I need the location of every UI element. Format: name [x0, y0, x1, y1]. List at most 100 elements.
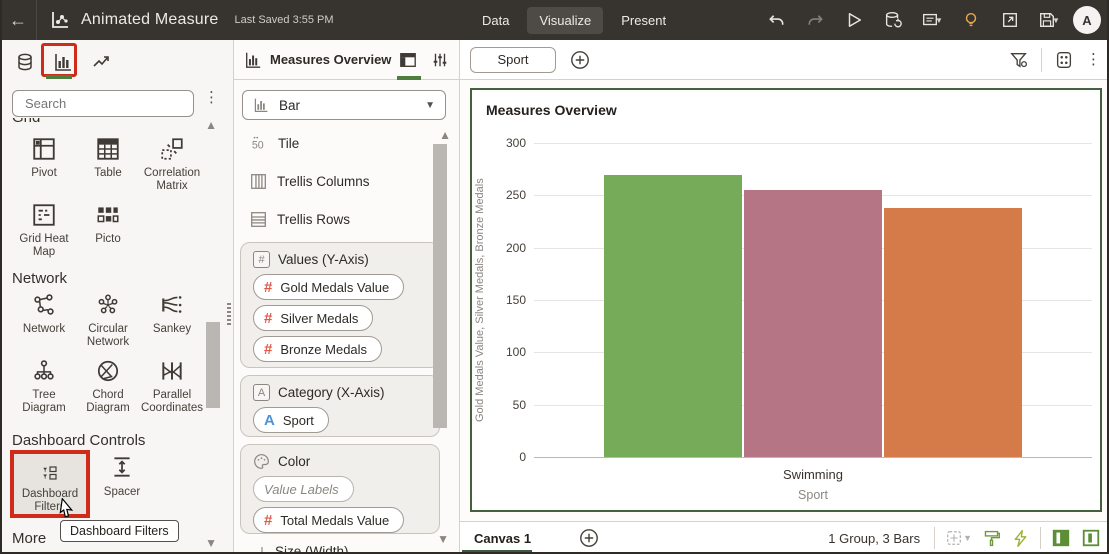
hash-icon: # — [264, 278, 273, 296]
tab-present[interactable]: Present — [621, 12, 667, 28]
grammar-drop-tile[interactable]: 50 Tile — [251, 135, 300, 152]
limit-values-filter-icon[interactable] — [1009, 50, 1029, 70]
measure-chip-bronze[interactable]: # Bronze Medals — [253, 336, 383, 362]
redo-icon[interactable] — [800, 7, 830, 33]
color-placeholder-chip[interactable]: Value Labels — [253, 476, 354, 502]
viz-type-picto[interactable]: Picto — [76, 202, 140, 259]
grammar-panel: Measures Overview Bar ▼ ▲ 50 Tile Trelli… — [234, 40, 460, 552]
bar-chart-visualization[interactable]: Measures Overview Gold Medals Value, Sil… — [470, 88, 1102, 512]
data-panel-icon[interactable] — [10, 47, 40, 77]
tree-diagram-icon — [34, 360, 54, 380]
user-avatar[interactable]: A — [1073, 6, 1101, 34]
panel-resize-grip[interactable] — [227, 303, 231, 327]
layout-toggle-left-icon[interactable] — [1051, 528, 1071, 548]
correlation-matrix-icon — [161, 138, 183, 160]
divider — [36, 0, 37, 40]
mouse-cursor — [59, 498, 74, 518]
undo-icon[interactable] — [761, 7, 791, 33]
active-grammar-tab-underline — [397, 76, 421, 80]
layout-toggle-center-icon[interactable] — [1081, 528, 1101, 548]
add-canvas-icon[interactable] — [579, 528, 599, 548]
save-icon[interactable]: ▼ — [1034, 7, 1064, 33]
parallel-coordinates-icon — [162, 362, 182, 380]
grammar-tab-icon[interactable] — [397, 49, 419, 71]
back-icon[interactable]: ← — [9, 9, 27, 30]
attribute-box-icon: A — [253, 384, 270, 401]
size-icon — [261, 547, 263, 552]
refresh-data-icon[interactable] — [878, 7, 908, 33]
viz-type-pivot[interactable]: Pivot — [12, 136, 76, 193]
comments-icon[interactable]: ▼ — [917, 7, 947, 33]
paint-roller-icon[interactable] — [982, 529, 1001, 548]
canvas-bottom-bar: Canvas 1 1 Group, 3 Bars ▼ — [460, 521, 1107, 552]
insights-bulb-icon[interactable] — [956, 7, 986, 33]
attribute-chip-sport[interactable]: A Sport — [253, 407, 329, 433]
measure-chip-total-medals[interactable]: # Total Medals Value — [253, 507, 405, 533]
grammar-drop-trellis-rows[interactable]: Trellis Rows — [250, 211, 350, 228]
viz-type-spacer[interactable]: Spacer — [90, 454, 154, 499]
y-axis-tick: 0 — [519, 450, 526, 464]
bar-silver-medals[interactable] — [744, 190, 882, 457]
analytics-panel-icon[interactable] — [86, 47, 116, 77]
lightning-icon[interactable] — [1011, 529, 1030, 548]
preview-play-icon[interactable] — [839, 7, 869, 33]
viz-bar-icon — [246, 52, 261, 68]
export-window-icon[interactable] — [995, 7, 1025, 33]
canvas-menu-icon[interactable]: ⋮ — [1086, 51, 1101, 68]
layout-grid-icon[interactable]: ▼ — [945, 529, 972, 547]
bar-bronze-medals[interactable] — [884, 207, 1022, 457]
measure-chip-silver[interactable]: # Silver Medals — [253, 305, 374, 331]
scroll-down-icon[interactable]: ▼ — [205, 536, 217, 550]
tab-visualize[interactable]: Visualize — [527, 6, 604, 34]
filter-chip-sport[interactable]: Sport — [470, 46, 556, 73]
network-icon — [34, 294, 54, 315]
search-input[interactable] — [12, 90, 194, 117]
grammar-drop-trellis-columns[interactable]: Trellis Columns — [250, 173, 370, 190]
viz-type-tree-diagram[interactable]: Tree Diagram — [12, 358, 76, 415]
section-heading-grid: Grid — [12, 118, 92, 126]
y-axis-tick: 50 — [512, 397, 526, 412]
viz-type-grid-heat-map[interactable]: Grid Heat Map — [12, 202, 76, 259]
y-axis-label: Gold Medals Value, Silver Medals, Bronze… — [474, 178, 486, 422]
scroll-up-icon[interactable]: ▲ — [439, 128, 451, 142]
top-bar: ← Animated Measure Last Saved 3:55 PM Da… — [2, 0, 1107, 40]
chart-type-dropdown[interactable]: Bar ▼ — [242, 90, 446, 120]
tab-data[interactable]: Data — [482, 12, 510, 28]
viz-type-correlation-matrix[interactable]: Correlation Matrix — [140, 136, 204, 193]
sidebar-scrollbar-thumb[interactable] — [206, 322, 220, 408]
category-x-axis-group: A Category (X-Axis) A Sport — [240, 375, 440, 437]
active-canvas-underline — [462, 550, 532, 552]
settings-tab-icon[interactable] — [429, 49, 451, 71]
viz-type-dashboard-filters[interactable]: Dashboard Filters — [10, 450, 90, 518]
canvas-area: Sport ⋮ Measures Overview Gold Medals Va… — [460, 40, 1107, 552]
viz-type-sankey[interactable]: Sankey — [140, 292, 204, 349]
collapse-section-icon[interactable]: ▲ — [205, 118, 217, 132]
picto-icon — [97, 207, 119, 223]
chart-status-text: 1 Group, 3 Bars — [828, 530, 921, 546]
y-axis-tick: 150 — [505, 293, 526, 307]
gridline — [534, 457, 1092, 458]
last-saved-status: Last Saved 3:55 PM — [234, 14, 334, 26]
viz-type-network[interactable]: Network — [12, 292, 76, 349]
color-group: Color Value Labels # Total Medals Value — [240, 444, 440, 534]
section-heading-more: More — [12, 530, 47, 547]
viz-type-circular-network[interactable]: Circular Network — [76, 292, 140, 349]
viz-type-table[interactable]: Table — [76, 136, 140, 193]
pinned-controls-icon[interactable] — [1054, 50, 1074, 70]
pivot-icon — [33, 138, 55, 160]
grammar-scrollbar-thumb[interactable] — [433, 144, 447, 428]
sidebar-menu-icon[interactable]: ⋮ — [204, 89, 219, 106]
scroll-down-icon[interactable]: ▼ — [437, 532, 449, 546]
visualizations-panel-icon[interactable] — [48, 47, 78, 77]
viz-type-parallel-coordinates[interactable]: Parallel Coordinates — [140, 358, 204, 415]
bar-gold-medals-value[interactable] — [604, 175, 742, 457]
measure-chip-gold[interactable]: # Gold Medals Value — [253, 274, 405, 300]
add-filter-icon[interactable] — [570, 50, 590, 70]
dashboard-filters-tooltip: Dashboard Filters — [60, 520, 179, 542]
chart-type-value: Bar — [279, 97, 301, 113]
viz-type-chord-diagram[interactable]: Chord Diagram — [76, 358, 140, 415]
palette-icon — [254, 454, 269, 469]
section-heading-dashboard-controls: Dashboard Controls — [12, 432, 146, 449]
canvas-tab[interactable]: Canvas 1 — [474, 530, 532, 546]
tile-icon: 50 — [252, 136, 264, 151]
